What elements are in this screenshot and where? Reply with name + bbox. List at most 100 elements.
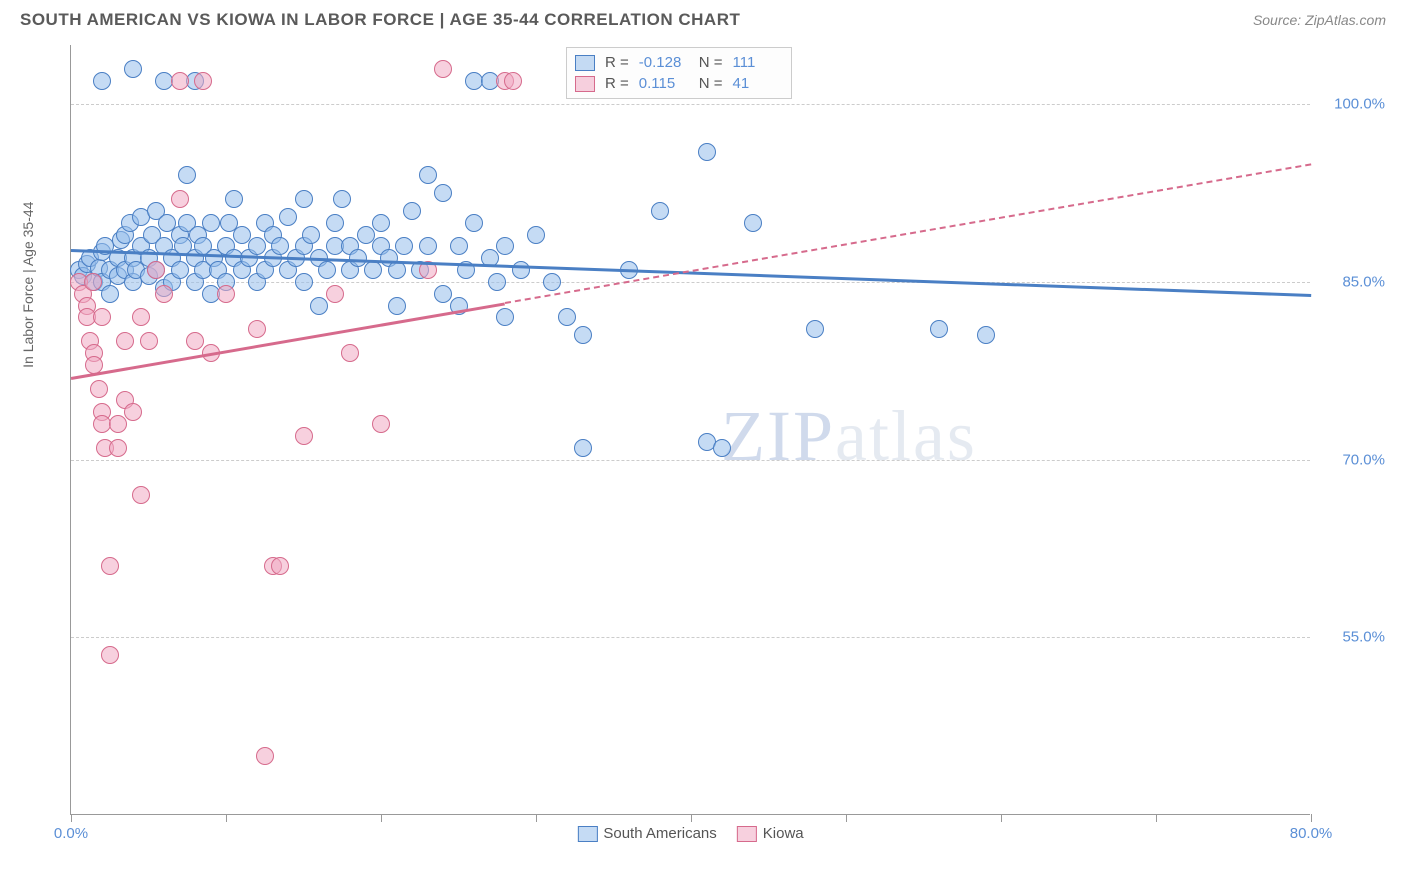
data-point <box>496 308 514 326</box>
plot-area: ZIPatlas 55.0%70.0%85.0%100.0%0.0%80.0%R… <box>70 45 1310 815</box>
x-tick <box>1001 814 1002 822</box>
data-point <box>434 285 452 303</box>
data-point <box>271 557 289 575</box>
grid-line <box>71 460 1310 461</box>
data-point <box>558 308 576 326</box>
data-point <box>302 226 320 244</box>
legend-label: Kiowa <box>763 825 804 842</box>
data-point <box>574 326 592 344</box>
data-point <box>178 166 196 184</box>
data-point <box>171 261 189 279</box>
data-point <box>744 214 762 232</box>
y-axis-label: In Labor Force | Age 35-44 <box>20 201 36 367</box>
data-point <box>84 273 102 291</box>
data-point <box>450 237 468 255</box>
data-point <box>543 273 561 291</box>
source-attribution: Source: ZipAtlas.com <box>1253 12 1386 28</box>
watermark-atlas: atlas <box>835 396 977 476</box>
legend-swatch <box>577 826 597 842</box>
data-point <box>364 261 382 279</box>
data-point <box>233 226 251 244</box>
data-point <box>140 332 158 350</box>
data-point <box>295 427 313 445</box>
data-point <box>147 261 165 279</box>
data-point <box>101 646 119 664</box>
stat-r-value: -0.128 <box>639 54 689 71</box>
x-tick <box>1311 814 1312 822</box>
data-point <box>388 261 406 279</box>
data-point <box>977 326 995 344</box>
data-point <box>419 237 437 255</box>
legend-swatch <box>575 76 595 92</box>
data-point <box>155 285 173 303</box>
legend-item: South Americans <box>577 825 716 842</box>
x-tick <box>1156 814 1157 822</box>
chart-title: SOUTH AMERICAN VS KIOWA IN LABOR FORCE |… <box>20 10 740 30</box>
data-point <box>93 72 111 90</box>
data-point <box>372 214 390 232</box>
stat-r-label: R = <box>605 75 629 92</box>
data-point <box>101 285 119 303</box>
stat-r-label: R = <box>605 54 629 71</box>
stats-row: R = -0.128 N = 111 <box>575 52 783 73</box>
data-point <box>806 320 824 338</box>
data-point <box>465 214 483 232</box>
data-point <box>171 190 189 208</box>
data-point <box>202 214 220 232</box>
data-point <box>527 226 545 244</box>
legend-item: Kiowa <box>737 825 804 842</box>
grid-line <box>71 637 1310 638</box>
data-point <box>496 237 514 255</box>
watermark: ZIPatlas <box>721 395 977 478</box>
data-point <box>186 332 204 350</box>
x-tick <box>71 814 72 822</box>
data-point <box>333 190 351 208</box>
data-point <box>132 308 150 326</box>
data-point <box>124 60 142 78</box>
data-point <box>248 237 266 255</box>
y-tick-label: 85.0% <box>1320 273 1385 290</box>
data-point <box>279 208 297 226</box>
data-point <box>124 403 142 421</box>
stat-n-value: 41 <box>733 75 783 92</box>
data-point <box>512 261 530 279</box>
data-point <box>419 166 437 184</box>
legend-swatch <box>575 55 595 71</box>
data-point <box>357 226 375 244</box>
trend-line-extrapolated <box>505 163 1311 304</box>
legend-swatch <box>737 826 757 842</box>
stat-n-label: N = <box>699 75 723 92</box>
x-tick <box>691 814 692 822</box>
y-tick-label: 70.0% <box>1320 451 1385 468</box>
stat-n-label: N = <box>699 54 723 71</box>
data-point <box>225 190 243 208</box>
data-point <box>310 297 328 315</box>
data-point <box>372 415 390 433</box>
x-tick-label: 80.0% <box>1290 825 1333 842</box>
data-point <box>395 237 413 255</box>
data-point <box>341 344 359 362</box>
data-point <box>651 202 669 220</box>
data-point <box>295 190 313 208</box>
data-point <box>403 202 421 220</box>
x-tick <box>846 814 847 822</box>
data-point <box>116 332 134 350</box>
data-point <box>434 60 452 78</box>
data-point <box>574 439 592 457</box>
data-point <box>256 747 274 765</box>
data-point <box>326 214 344 232</box>
data-point <box>171 72 189 90</box>
watermark-zip: ZIP <box>721 396 835 476</box>
x-tick-label: 0.0% <box>54 825 88 842</box>
y-tick-label: 100.0% <box>1320 96 1385 113</box>
data-point <box>295 273 313 291</box>
data-point <box>388 297 406 315</box>
grid-line <box>71 104 1310 105</box>
stat-r-value: 0.115 <box>639 75 689 92</box>
data-point <box>713 439 731 457</box>
legend-label: South Americans <box>603 825 716 842</box>
stat-n-value: 111 <box>733 54 783 71</box>
data-point <box>132 486 150 504</box>
legend: South Americans Kiowa <box>577 825 803 842</box>
x-tick <box>536 814 537 822</box>
